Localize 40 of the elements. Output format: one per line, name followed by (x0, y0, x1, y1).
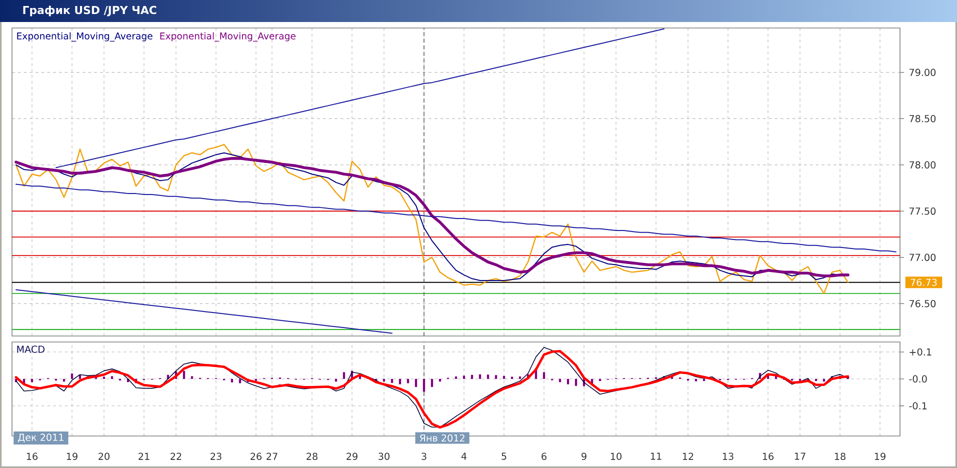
x-tick-label: 30 (378, 452, 390, 460)
ref-line-label: Янв 2012 (420, 434, 464, 442)
x-tick-label: 21 (138, 452, 150, 460)
x-tick-label: 18 (834, 452, 846, 460)
x-tick-label: 10 (610, 452, 622, 460)
x-tick-label: 13 (722, 452, 734, 460)
y-tick-label: 79.00 (910, 68, 936, 76)
text: Exponential_Moving_Average (17, 32, 152, 42)
x-tick-label: 22 (170, 452, 182, 460)
x-tick-label: 19 (66, 452, 78, 460)
x-tick-label: 3 (422, 452, 426, 460)
x-tick-label: 20 (98, 452, 110, 460)
chart-title: График USD /JPY ЧАС (23, 6, 156, 16)
chart-title: MACD (17, 346, 44, 353)
x-tick-label: 28 (306, 452, 318, 460)
x-tick-label: 29 (346, 452, 358, 460)
x-tick-label: 26 (250, 452, 262, 460)
x-tick-label: 16 (762, 452, 774, 460)
x-tick-label: 9 (582, 452, 586, 460)
x-tick-label: 4 (461, 452, 467, 460)
y-tick-label: -0.1 (909, 402, 927, 410)
x-tick-label: 16 (26, 452, 38, 460)
x-tick-label: 23 (210, 452, 222, 460)
y-tick-label: -0.0 (909, 375, 927, 383)
annotation: Дек 2011 (18, 434, 64, 442)
ref-line-label: 76.73 (910, 278, 937, 286)
x-tick-label: 5 (502, 452, 506, 460)
y-tick-label: 77.00 (910, 254, 936, 261)
x-tick-label: 19 (874, 452, 886, 460)
y-tick-label: 78.50 (910, 115, 936, 122)
x-tick-label: 6 (542, 452, 546, 460)
text: Exponential_Moving_Average (160, 32, 296, 42)
y-tick-label: 78.00 (910, 161, 936, 169)
y-tick-label: 77.50 (910, 207, 936, 215)
y-tick-label: +0.1 (910, 348, 932, 356)
x-tick-label: 12 (682, 452, 694, 460)
x-tick-label: 11 (650, 452, 662, 460)
x-tick-label: 17 (794, 452, 806, 460)
x-tick-label: 27 (266, 452, 278, 460)
y-tick-label: 76.50 (910, 300, 936, 308)
